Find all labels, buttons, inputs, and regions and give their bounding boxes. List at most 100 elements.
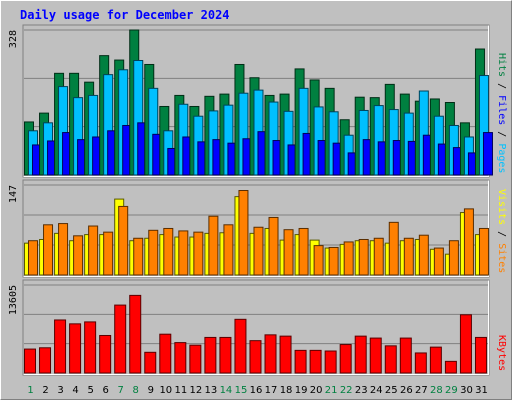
bar-kbytes-day-25 [384, 345, 397, 374]
x-tick-label-25: 25 [385, 385, 398, 396]
x-tick-label-7: 7 [118, 385, 124, 396]
y-max-label: 13605 [8, 285, 19, 315]
x-tick-label-8: 8 [133, 385, 139, 396]
bar-kbytes-day-23 [354, 335, 367, 374]
x-tick-label-31: 31 [475, 385, 488, 396]
chart-title: Daily usage for December 2024 [20, 8, 230, 22]
x-tick-label-11: 11 [174, 385, 187, 396]
legend-item: Sites [496, 243, 507, 273]
x-tick-label-6: 6 [102, 385, 108, 396]
bar-sites-day-23 [358, 238, 369, 276]
x-tick-label-22: 22 [340, 385, 353, 396]
bar-kbytes-day-6 [99, 334, 112, 374]
bar-kbytes-day-11 [174, 342, 187, 374]
bar-kbytes-day-17 [264, 334, 277, 374]
panel-bevel [23, 180, 489, 277]
panel-pages-files-hits: 328 Hits / Files / Pages [8, 24, 507, 178]
x-tick-label-18: 18 [280, 385, 293, 396]
x-tick-label-14: 14 [220, 385, 233, 396]
bar-kbytes-day-20 [309, 349, 322, 374]
legend-separator: / [496, 225, 507, 243]
bar-sites-day-28 [433, 247, 444, 276]
y-max-label: 328 [8, 30, 19, 48]
legend-separator: / [496, 125, 507, 143]
x-axis-labels: 1 2 3 4 5 6 7 8 9 10 11 12 13 14 15 16 17 18 19 20 21 22 23 24 2… [27, 385, 488, 396]
bar-sites-day-27 [418, 234, 429, 276]
panel-bevel [23, 280, 489, 375]
bar-sites-day-8 [133, 237, 144, 276]
bar-sites-day-30 [463, 208, 474, 276]
legend: Visits / Sites [496, 189, 507, 273]
bar-sites-day-10 [163, 227, 174, 276]
x-tick-label-24: 24 [370, 385, 383, 396]
bar-sites-day-5 [88, 225, 99, 276]
legend-item: Visits [496, 189, 507, 225]
bar-sites-day-24 [373, 237, 384, 276]
x-tick-label-26: 26 [400, 385, 413, 396]
x-tick-label-28: 28 [430, 385, 443, 396]
bar-kbytes-day-3 [54, 319, 67, 374]
bar-kbytes-day-27 [414, 352, 427, 374]
x-tick-label-4: 4 [72, 385, 78, 396]
bar-sites-day-12 [193, 231, 204, 276]
bar-sites-day-7 [118, 205, 129, 276]
x-tick-label-27: 27 [415, 385, 428, 396]
bar-sites-day-31 [478, 227, 489, 276]
legend-item: Hits [496, 53, 507, 77]
bar-kbytes-day-9 [144, 351, 157, 374]
bar-kbytes-day-24 [369, 337, 382, 374]
bar-kbytes-day-21 [324, 350, 337, 374]
bar-kbytes-day-8 [129, 294, 142, 374]
bar-sites-day-6 [103, 231, 114, 276]
bar-sites-day-17 [268, 216, 279, 276]
legend: KBytes [496, 335, 507, 371]
legend: Hits / Files / Pages [496, 53, 507, 173]
bar-kbytes-day-4 [69, 323, 82, 374]
bar-sites-day-21 [328, 246, 339, 276]
bar-sites-day-22 [343, 241, 354, 276]
x-tick-label-2: 2 [42, 385, 48, 396]
bar-kbytes-day-12 [189, 344, 202, 374]
bar-kbytes-day-18 [279, 335, 292, 374]
x-tick-label-19: 19 [295, 385, 308, 396]
x-tick-label-10: 10 [159, 385, 172, 396]
bar-kbytes-day-2 [39, 347, 52, 374]
x-tick-label-30: 30 [460, 385, 473, 396]
x-tick-label-5: 5 [87, 385, 93, 396]
x-tick-label-12: 12 [190, 385, 203, 396]
legend-separator: / [496, 77, 507, 95]
bar-sites-day-20 [313, 245, 324, 276]
bar-kbytes-day-22 [339, 344, 352, 374]
bar-kbytes-day-13 [204, 336, 217, 374]
x-tick-label-20: 20 [310, 385, 323, 396]
x-tick-label-29: 29 [445, 385, 458, 396]
panel-sites-visits: 147 Visits / Sites [8, 179, 507, 278]
x-tick-label-1: 1 [27, 385, 33, 396]
panel-kbytes: 13605 KBytes [8, 279, 507, 376]
bar-kbytes-day-31 [474, 336, 487, 374]
legend-item: Pages [496, 143, 507, 173]
bar-sites-day-15 [238, 190, 249, 276]
bar-kbytes-day-1 [24, 348, 36, 374]
bar-kbytes-day-14 [219, 336, 232, 374]
x-tick-label-15: 15 [235, 385, 248, 396]
bar-sites-day-29 [448, 240, 459, 276]
bar-kbytes-day-16 [249, 340, 262, 374]
bar-sites-day-18 [283, 229, 294, 276]
bar-kbytes-day-19 [294, 349, 307, 374]
legend-item: KBytes [496, 335, 507, 371]
bar-pages-day-31 [482, 132, 493, 176]
bar-kbytes-day-28 [429, 346, 442, 374]
bar-sites-day-26 [403, 237, 414, 276]
bar-sites-day-25 [388, 221, 399, 276]
bar-sites-day-11 [178, 230, 189, 276]
bar-kbytes-day-10 [159, 333, 172, 374]
bar-sites-day-9 [148, 229, 159, 276]
x-tick-label-16: 16 [250, 385, 263, 396]
x-tick-label-3: 3 [57, 385, 63, 396]
bar-kbytes-day-7 [114, 304, 127, 374]
bar-kbytes-day-5 [84, 321, 97, 374]
bar-kbytes-day-29 [444, 360, 457, 374]
